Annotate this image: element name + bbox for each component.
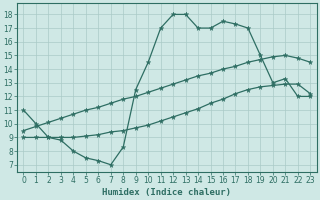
- X-axis label: Humidex (Indice chaleur): Humidex (Indice chaleur): [102, 188, 231, 197]
